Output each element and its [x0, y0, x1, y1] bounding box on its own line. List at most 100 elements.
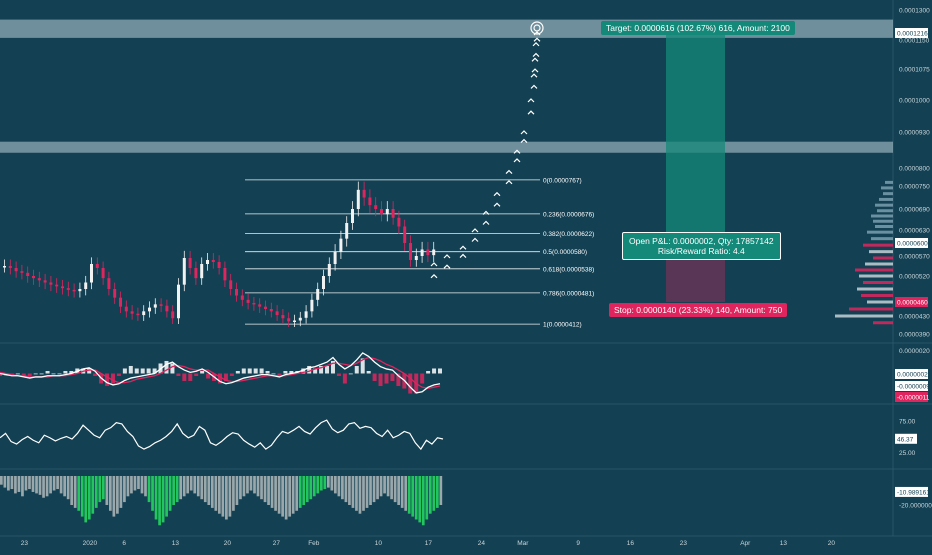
- projection-chevron-8-1: [520, 130, 528, 135]
- projection-chevron-3-1: [471, 228, 479, 233]
- oscillator-bar-67: [235, 476, 239, 505]
- fib-label-4: 0.618(0.0000538): [543, 266, 594, 273]
- oscillator-bar-52: [182, 476, 186, 497]
- macd-hist-8: [45, 370, 50, 374]
- oscillator-bar-26: [91, 476, 95, 514]
- macd-hist-15: [87, 368, 92, 374]
- candle-8: [49, 282, 53, 285]
- candle-5: [32, 276, 35, 279]
- oscillator-bar-110: [386, 476, 390, 497]
- oscillator-bar-112: [393, 476, 397, 503]
- fib-label-6: 1(0.0000412): [543, 322, 582, 329]
- oscillator-bar-111: [390, 476, 393, 500]
- oscillator-bar-63: [221, 476, 225, 517]
- price-badge-1: 0.0000600: [897, 241, 928, 248]
- x-label-9: 24: [478, 540, 486, 547]
- price-tick-4: 0.0000930: [899, 130, 930, 137]
- candle-2: [14, 268, 18, 272]
- oscillator-bar-38: [133, 476, 137, 491]
- x-label-4: 20: [224, 540, 232, 547]
- oscillator-bar-10: [35, 476, 38, 494]
- oscillator-bar-22: [77, 476, 81, 511]
- macd-hist-39: [229, 373, 234, 377]
- macd-badge-2: -0.0000011: [897, 395, 930, 402]
- candle-27: [159, 304, 163, 306]
- x-label-14: Apr: [740, 540, 751, 547]
- macd-hist-69: [408, 373, 413, 394]
- macd-hist-49: [289, 370, 294, 374]
- macd-hist-63: [372, 373, 377, 382]
- oscillator-bar-41: [144, 476, 147, 497]
- projection-chevron-5-1: [493, 191, 501, 197]
- candle-54: [316, 289, 320, 300]
- oscillator-bar-123: [432, 476, 436, 511]
- oscillator-bar-85: [298, 476, 302, 508]
- target-ring-outer: [530, 21, 544, 35]
- oscillator-bar-88: [309, 476, 313, 500]
- volume-profile-bar-15: [855, 268, 893, 272]
- oscillator-bar-28: [98, 476, 102, 503]
- projection-chevron-2-0: [459, 253, 467, 258]
- oscillator-bar-61: [214, 476, 218, 511]
- price-tick-5: 0.0000800: [899, 166, 930, 173]
- oscillator-bar-113: [397, 476, 401, 505]
- price-badge-bg-0: [895, 28, 928, 38]
- volume-profile-bar-5: [877, 209, 893, 213]
- macd-hist-45: [265, 370, 270, 374]
- candle-30: [177, 284, 180, 319]
- volume-profile-bar-14: [865, 262, 893, 266]
- fib-label-1: 0.236(0.0000676): [543, 211, 594, 218]
- oscillator-bar-48: [168, 476, 172, 511]
- candle-12: [72, 289, 76, 292]
- candle-36: [211, 260, 215, 262]
- candle-63: [368, 197, 372, 206]
- macd-badge-bg-2: [895, 392, 928, 402]
- candle-73: [426, 249, 430, 256]
- x-label-5: 27: [273, 540, 281, 547]
- oscillator-bar-99: [348, 476, 351, 505]
- x-label-0: 23: [21, 540, 29, 547]
- oscillator-bar-17: [59, 476, 63, 494]
- candle-19: [113, 289, 117, 298]
- oscillator-bar-34: [119, 476, 123, 508]
- candle-17: [101, 268, 105, 279]
- macd-hist-41: [241, 368, 246, 374]
- oscillator-bar-96: [337, 476, 341, 497]
- oscillator-bar-77: [270, 476, 274, 508]
- macd-hist-23: [134, 368, 139, 374]
- volume-profile-bar-16: [859, 274, 893, 278]
- macd-hist-4: [21, 373, 26, 377]
- macd-hist-62: [366, 370, 371, 374]
- candle-72: [420, 249, 424, 256]
- candle-7: [43, 280, 47, 283]
- macd-hist-53: [313, 368, 318, 374]
- oscillator-bar-47: [165, 476, 168, 517]
- oscillator-bar-23: [80, 476, 84, 517]
- oscillator-bar-117: [411, 476, 415, 517]
- candle-70: [409, 243, 412, 260]
- macd-hist-40: [235, 370, 240, 374]
- volume-profile-bar-3: [879, 197, 893, 201]
- price-badge-bg-1: [895, 238, 928, 248]
- oscillator-bar-40: [140, 476, 144, 494]
- candle-23: [136, 313, 140, 316]
- oscillator-bar-29: [101, 476, 105, 500]
- candle-55: [322, 276, 325, 289]
- oscillator-bar-9: [31, 476, 35, 492]
- projection-chevron-3-0: [471, 237, 479, 242]
- oscillator-bar-125: [439, 476, 443, 505]
- oscillator-bar-95: [334, 476, 337, 494]
- volume-profile-bar-6: [871, 214, 893, 218]
- oscillator-bar-3: [10, 476, 14, 490]
- volume-profile-bar-18: [857, 287, 893, 291]
- rsi-badge: 46.37: [897, 436, 914, 443]
- oscillator-bar-119: [418, 476, 422, 523]
- projection-chevron-0-1: [430, 262, 438, 267]
- projection-chevron-2-1: [459, 245, 467, 250]
- x-label-7: 10: [375, 540, 383, 547]
- oscillator-bar-18: [63, 476, 67, 497]
- volume-profile-bar-4: [875, 203, 893, 207]
- price-tick-1: 0.0001150: [899, 38, 930, 45]
